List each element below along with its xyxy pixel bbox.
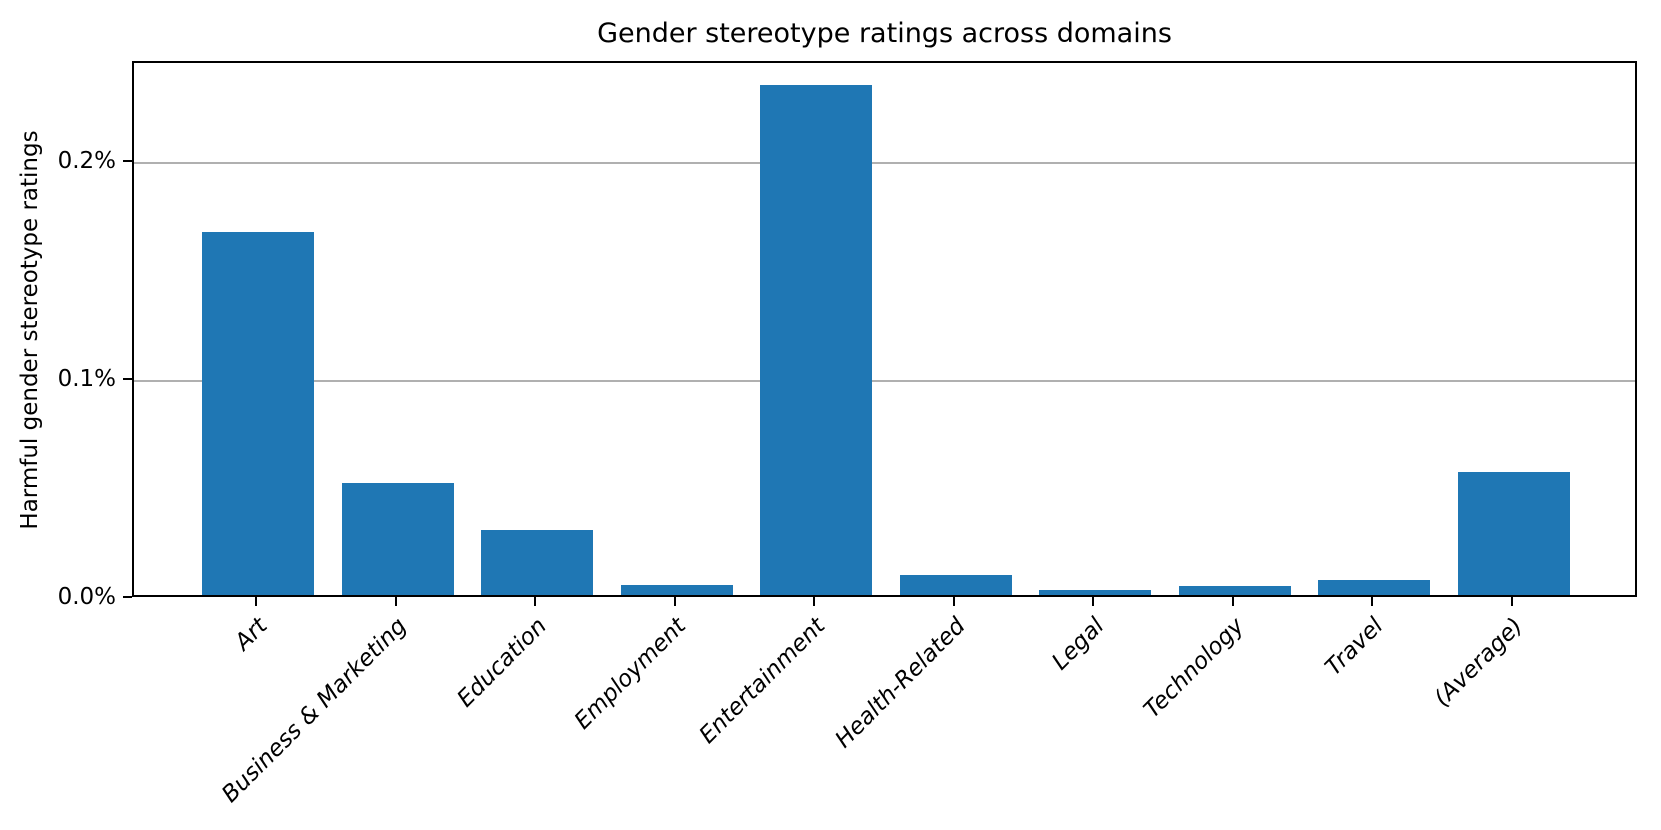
y-axis-label: Harmful gender stereotype ratings xyxy=(17,130,43,530)
bar-art xyxy=(202,232,314,595)
chart-title: Gender stereotype ratings across domains xyxy=(597,18,1172,49)
gridline-0.1 xyxy=(134,380,1635,383)
bar-average xyxy=(1457,471,1570,595)
x-tick-label: Art xyxy=(229,613,273,656)
x-tick-label: (Average) xyxy=(1429,613,1529,712)
x-tick-label: Technology xyxy=(1139,613,1250,724)
bar-employment xyxy=(620,585,733,595)
bar-entertainment xyxy=(760,84,873,595)
y-tick-label: 0.0% xyxy=(57,584,116,610)
x-tick-label: Entertainment xyxy=(694,613,831,749)
gridline-0.2 xyxy=(134,162,1635,165)
plot-area xyxy=(132,61,1637,597)
y-axis-tick xyxy=(123,596,132,598)
x-axis-tick xyxy=(1092,597,1095,606)
x-axis-tick xyxy=(534,597,537,606)
bar-education xyxy=(481,530,594,595)
bar-travel xyxy=(1318,580,1431,595)
bar-legal xyxy=(1039,589,1152,595)
x-tick-label: Travel xyxy=(1320,613,1389,681)
bar-business-marketing xyxy=(341,482,454,595)
x-axis-tick xyxy=(813,597,816,606)
y-axis-tick xyxy=(123,160,132,163)
x-axis-tick xyxy=(1371,597,1374,606)
x-axis-tick xyxy=(255,597,257,606)
bar-health-related xyxy=(899,575,1012,595)
y-tick-label: 0.2% xyxy=(57,148,116,175)
x-tick-label: Employment xyxy=(569,613,692,735)
x-tick-label: Legal xyxy=(1047,613,1110,676)
bar-technology xyxy=(1178,585,1291,595)
x-tick-label: Health-Related xyxy=(829,613,971,754)
x-axis-tick xyxy=(1231,597,1234,606)
x-axis-tick xyxy=(952,597,955,606)
y-tick-label: 0.1% xyxy=(57,366,116,393)
y-axis-tick xyxy=(123,378,132,381)
x-axis-tick xyxy=(673,597,676,606)
x-tick-label: Education xyxy=(452,613,552,713)
x-axis-tick xyxy=(1510,597,1513,606)
x-axis-tick xyxy=(394,597,397,606)
